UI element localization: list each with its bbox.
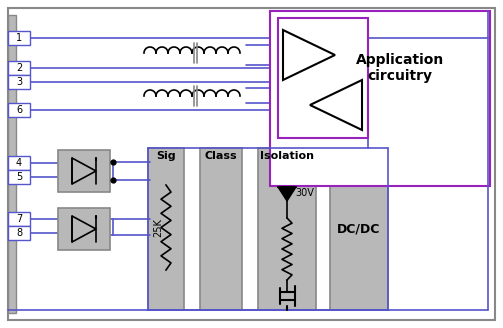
- Text: 6: 6: [16, 105, 22, 115]
- Bar: [200, 148, 242, 310]
- Text: 4: 4: [16, 158, 22, 168]
- Bar: [58, 208, 110, 250]
- Text: 3: 3: [16, 77, 22, 87]
- Text: 7: 7: [16, 214, 22, 224]
- Text: 30V: 30V: [296, 188, 314, 198]
- Bar: [8, 170, 30, 184]
- Text: Sig: Sig: [156, 151, 176, 161]
- Bar: [8, 15, 16, 313]
- Text: Application
circuitry: Application circuitry: [356, 53, 444, 83]
- Bar: [8, 156, 30, 170]
- Bar: [58, 150, 110, 192]
- Bar: [8, 31, 30, 45]
- Bar: [148, 148, 184, 310]
- Text: DC/DC: DC/DC: [338, 222, 381, 236]
- Text: 8: 8: [16, 228, 22, 238]
- Polygon shape: [278, 187, 296, 201]
- Bar: [258, 148, 316, 310]
- Text: Isolation: Isolation: [260, 151, 314, 161]
- Bar: [270, 11, 490, 186]
- Bar: [8, 226, 30, 240]
- Text: 25K: 25K: [153, 218, 163, 237]
- Bar: [8, 61, 30, 75]
- Bar: [8, 75, 30, 89]
- Bar: [8, 103, 30, 117]
- Text: 2: 2: [16, 63, 22, 73]
- Bar: [278, 18, 368, 138]
- Text: Class: Class: [205, 151, 237, 161]
- Text: 5: 5: [16, 172, 22, 182]
- Bar: [330, 148, 388, 310]
- Bar: [8, 212, 30, 226]
- Text: 1: 1: [16, 33, 22, 43]
